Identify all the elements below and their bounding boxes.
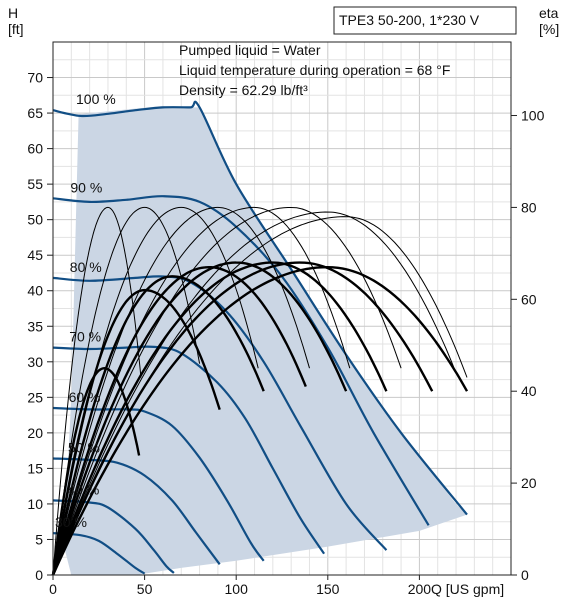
series-label: 50 % [68,439,100,455]
plot-frame [52,41,512,576]
left-tick-label: 5 [35,531,43,547]
right-tick-label: 40 [521,383,537,399]
right-axis-label-line2: [%] [539,21,559,37]
annotation-density: Density = 62.29 lb/ft³ [179,82,308,98]
left-tick-label: 35 [27,318,43,334]
left-tick-label: 65 [27,105,43,121]
left-axis-label-line2: [ft] [8,21,24,37]
x-axis-ticks: 0 50 100 150 200 [49,575,431,597]
left-tick-label: 40 [27,283,43,299]
head-curve [52,406,265,562]
efficiency-curve [52,206,310,576]
left-tick-label: 55 [27,176,43,192]
left-tick-label: 25 [27,389,43,405]
left-axis-ticks: 0 5 10 15 20 25 30 35 40 45 50 55 60 65 70 [27,70,53,583]
head-curve [52,532,146,575]
right-tick-label: 20 [521,475,537,491]
series-label: 40 % [67,481,99,497]
head-curve [52,100,468,516]
left-tick-label: 50 [27,212,43,228]
annotation-liquid: Pumped liquid = Water [179,42,321,58]
x-axis-label: Q [US gpm] [431,581,504,597]
efficiency-curve [51,288,221,576]
efficiency-curve [51,265,307,576]
efficiency-curve [51,261,348,576]
right-axis-label-line1: eta [539,5,559,21]
series-label: 30 % [55,514,87,530]
efficiency-curve [51,261,388,576]
efficiency-curve [52,206,201,576]
left-tick-label: 60 [27,141,43,157]
efficiency-curve [52,206,402,576]
x-tick-label: 200 [408,581,432,597]
efficiency-curve [51,275,265,576]
x-tick-label: 150 [316,581,340,597]
x-tick-label: 0 [49,581,57,597]
series-label: 80 % [70,259,102,275]
efficiency-curves [51,206,469,576]
series-label: 60 % [69,389,101,405]
right-tick-label: 100 [521,108,545,124]
head-curve [52,345,326,555]
efficiency-curve [52,206,142,576]
right-tick-label: 80 [521,199,537,215]
efficiency-curve [52,211,457,576]
efficiency-curve [51,265,469,576]
left-tick-label: 10 [27,496,43,512]
x-tick-label: 100 [225,581,249,597]
title-box [333,6,517,35]
series-label: 90 % [70,179,102,195]
annotation-temperature: Liquid temperature during operation = 68… [179,62,450,78]
chart-title: TPE3 50-200, 1*230 V [339,12,480,28]
left-tick-label: 20 [27,425,43,441]
series-label: 100 % [76,91,116,107]
left-tick-label: 30 [27,354,43,370]
series-labels: 100 % 90 % 80 % 70 % 60 % 50 % 40 % 30 % [55,91,116,530]
efficiency-curve [51,261,434,576]
head-curve [52,499,175,574]
left-tick-label: 0 [35,567,43,583]
right-tick-label: 0 [521,567,529,583]
right-axis-ticks: 0 20 40 60 80 100 [511,108,545,583]
operating-area [62,106,467,575]
right-tick-label: 60 [521,291,537,307]
efficiency-curve [52,206,351,576]
left-tick-label: 15 [27,460,43,476]
left-axis-label-line1: H [8,5,18,21]
series-label: 70 % [69,329,101,345]
x-tick-label: 50 [137,581,153,597]
left-tick-label: 45 [27,247,43,263]
left-tick-label: 70 [27,70,43,86]
